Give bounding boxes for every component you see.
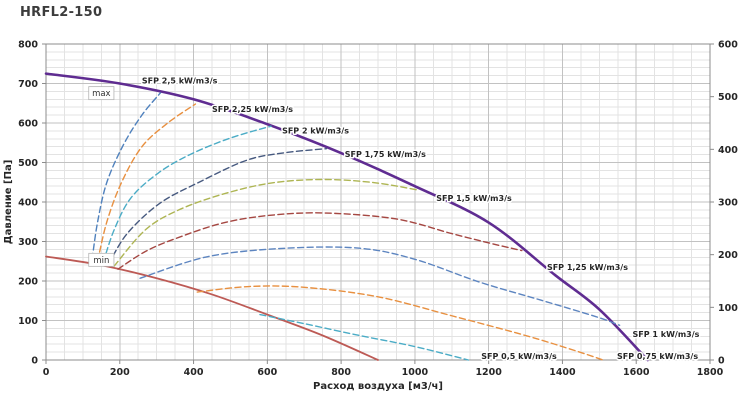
y-left-tick-label: 0 <box>31 356 38 367</box>
series-label-sfp-1-5: SFP 1,5 kW/m3/s <box>436 194 512 203</box>
label-box-max <box>88 86 115 101</box>
y-left-tick-label: 700 <box>18 79 38 90</box>
y-right-tick-label: 0 <box>718 356 725 367</box>
chart-title: HRFL2-150 <box>20 5 103 20</box>
curve-sfp-2 <box>102 125 272 264</box>
y-left-tick-label: 600 <box>18 119 38 130</box>
curve-sfp-1-25 <box>117 212 523 270</box>
x-tick-label: 800 <box>331 367 351 378</box>
label-box-min <box>88 252 115 267</box>
y-right-tick-label: 300 <box>718 198 738 209</box>
curve-sfp-2-25 <box>96 103 197 262</box>
x-tick-label: 0 <box>43 367 50 378</box>
curve-max <box>44 72 649 362</box>
series-label-sfp-2-5: SFP 2,5 kW/m3/s <box>142 77 218 86</box>
series-label-sfp-1: SFP 1 kW/m3/s <box>633 330 700 339</box>
x-tick-label: 400 <box>184 367 204 378</box>
series-label-max: max <box>92 89 111 99</box>
series-label-min: min <box>93 256 109 266</box>
y-right-tick-label: 400 <box>718 145 738 156</box>
grid-layer <box>45 43 711 361</box>
x-axis-title: Расход воздуха [м3/ч] <box>313 381 443 392</box>
y-left-tick-label: 500 <box>18 158 38 169</box>
x-tick-label: 1200 <box>475 367 502 378</box>
series-layer <box>44 72 649 362</box>
y-left-tick-label: 200 <box>18 277 38 288</box>
series-label-sfp-0-75: SFP 0,75 kW/m3/s <box>617 352 698 361</box>
x-tick-label: 1400 <box>549 367 576 378</box>
series-label-sfp-1-25: SFP 1,25 kW/m3/s <box>547 263 628 272</box>
series-label-sfp-0-5: SFP 0,5 kW/m3/s <box>481 352 557 361</box>
curve-sfp-0-5 <box>259 313 470 361</box>
series-label-layer: max min SFP 2,5 kW/m3/s SFP 2,25 kW/m3/s SFP… <box>88 75 701 362</box>
tick-layer: 0 200 400 600 800 1000 1200 1400 1600 18000100200… <box>18 40 738 379</box>
curve-sfp-1-75 <box>108 147 328 265</box>
x-tick-label: 1600 <box>623 367 650 378</box>
y-left-tick-label: 800 <box>18 40 38 51</box>
y-right-tick-label: 100 <box>718 303 738 314</box>
y-right-tick-label: 600 <box>718 40 738 51</box>
series-label-sfp-1-75: SFP 1,75 kW/m3/s <box>345 150 426 159</box>
y-right-tick-label: 500 <box>718 92 738 103</box>
curve-sfp-0-75 <box>196 285 604 361</box>
curve-sfp-2-5 <box>91 92 162 260</box>
series-label-sfp-2-25: SFP 2,25 kW/m3/s <box>212 105 293 114</box>
x-tick-label: 200 <box>110 367 130 378</box>
x-tick-label: 1800 <box>697 367 724 378</box>
y-axis-title-left: Давление [Па] <box>3 160 14 245</box>
x-tick-label: 1000 <box>402 367 429 378</box>
y-left-tick-label: 100 <box>18 316 38 327</box>
y-right-tick-label: 200 <box>718 250 738 261</box>
series-label-sfp-2: SFP 2 kW/m3/s <box>282 126 349 135</box>
x-tick-label: 600 <box>257 367 277 378</box>
y-left-tick-label: 400 <box>18 198 38 209</box>
curve-sfp-1-5 <box>113 178 420 267</box>
curve-sfp-1 <box>139 246 621 326</box>
y-left-tick-label: 300 <box>18 237 38 248</box>
